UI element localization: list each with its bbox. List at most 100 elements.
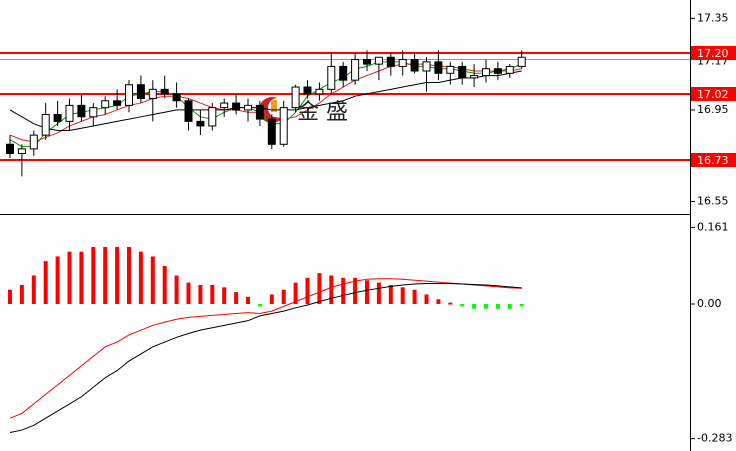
candle-body — [398, 59, 407, 67]
candle-body — [41, 114, 50, 136]
histogram-bar — [484, 304, 488, 309]
histogram-bar — [257, 304, 262, 307]
histogram-bar — [210, 284, 215, 305]
histogram-bar — [115, 246, 120, 305]
candle-body — [65, 104, 74, 122]
candle-body — [136, 84, 145, 99]
level-label-box — [691, 153, 736, 167]
indicator-line — [9, 278, 522, 419]
candle-body — [327, 65, 336, 90]
candle-body — [386, 56, 395, 67]
histogram-bar — [186, 282, 191, 305]
candle-body — [53, 114, 62, 122]
histogram-bar — [293, 282, 298, 305]
histogram-bar — [8, 289, 12, 305]
histogram-bar — [329, 275, 334, 305]
candle-body — [255, 104, 264, 120]
candle-body — [89, 107, 98, 118]
candle-body — [446, 65, 455, 74]
histogram-bar — [31, 275, 36, 305]
level-label: 16.73 — [697, 154, 729, 167]
candle-body — [17, 148, 26, 154]
candle-body — [184, 100, 193, 122]
histogram-bar — [460, 304, 465, 307]
histogram-bar — [376, 282, 381, 305]
histogram-bar — [495, 304, 500, 309]
candle-body — [339, 65, 348, 81]
candle-body — [267, 118, 276, 145]
histogram-bar — [507, 304, 512, 309]
candle-body — [458, 65, 467, 79]
histogram-bar — [353, 277, 358, 305]
histogram-bar — [162, 265, 167, 305]
candle-body — [422, 61, 431, 72]
histogram-bar — [448, 302, 453, 305]
candle-body — [6, 143, 14, 154]
candle-body — [232, 102, 241, 111]
candle-body — [148, 88, 157, 99]
histogram-bar — [424, 294, 429, 305]
candle-body — [493, 68, 502, 74]
candle-body — [29, 134, 38, 150]
y-tick-label: 0.00 — [697, 297, 722, 310]
y-tick-label: 17.35 — [697, 11, 729, 24]
candle-body — [303, 86, 312, 95]
histogram-bar — [103, 246, 108, 305]
candle-body — [77, 104, 86, 118]
indicator-line — [9, 283, 522, 433]
y-tick-label: 16.55 — [697, 195, 729, 208]
candle-body — [434, 61, 443, 74]
candle-body — [125, 84, 133, 106]
histogram-bar — [246, 296, 250, 305]
level-label-box — [691, 46, 736, 60]
candle-body — [220, 102, 229, 109]
histogram-bar — [305, 277, 310, 305]
histogram-bar — [269, 294, 274, 305]
candle-body — [482, 68, 490, 77]
histogram-bar — [436, 299, 441, 305]
histogram-bar — [400, 287, 405, 305]
candle-body — [363, 59, 371, 65]
histogram-bar — [234, 292, 239, 305]
candle-body — [279, 107, 288, 145]
y-tick-label: 0.161 — [697, 220, 729, 233]
candle-body — [291, 86, 300, 109]
candle-body — [315, 88, 324, 95]
histogram-bar — [472, 304, 477, 309]
candle-body — [244, 104, 252, 111]
candle-body — [196, 120, 205, 127]
candle-body — [208, 107, 217, 127]
candle-body — [470, 75, 479, 79]
histogram-bar — [43, 261, 48, 305]
candle-body — [101, 100, 110, 109]
candle-body — [172, 93, 181, 102]
level-label-box — [691, 87, 736, 101]
histogram-bar — [67, 251, 72, 305]
y-tick-label: 16.95 — [697, 103, 729, 116]
histogram-bar — [281, 289, 286, 305]
candle-body — [113, 100, 122, 106]
level-label: 17.02 — [697, 88, 729, 101]
y-tick-label: -0.283 — [697, 432, 732, 445]
candle-body — [351, 59, 360, 81]
histogram-bar — [150, 256, 155, 305]
histogram-bar — [79, 251, 84, 305]
histogram-bar — [412, 289, 417, 305]
histogram-bar — [519, 304, 524, 307]
histogram-bar — [174, 275, 179, 305]
histogram-bar — [19, 284, 24, 305]
candle-body — [160, 88, 169, 95]
histogram-bar — [55, 256, 60, 305]
histogram-bar — [91, 246, 96, 305]
level-label: 17.20 — [697, 47, 729, 60]
histogram-bar — [222, 287, 227, 305]
histogram-bar — [127, 246, 131, 305]
histogram-bar — [198, 284, 203, 305]
candle-body — [517, 56, 526, 67]
histogram-bar — [341, 277, 346, 305]
candle-body — [505, 65, 514, 74]
histogram-bar — [317, 273, 322, 305]
histogram-bar — [388, 284, 393, 305]
